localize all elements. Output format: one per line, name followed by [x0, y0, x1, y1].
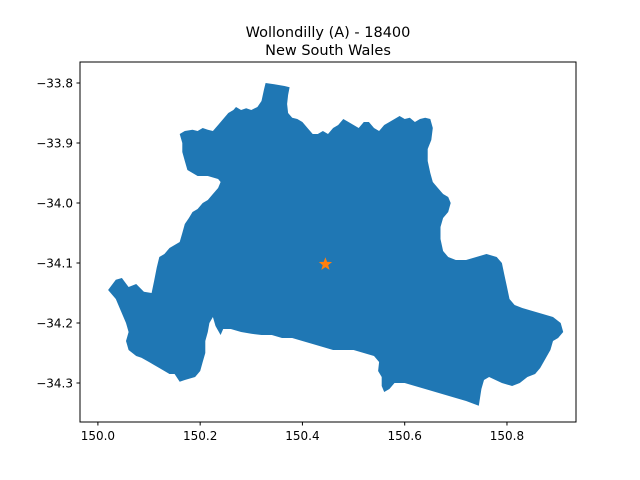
x-tick-label: 150.0 — [81, 429, 115, 443]
x-tick-label: 150.2 — [183, 429, 217, 443]
title-line-2: New South Wales — [265, 43, 391, 59]
centroid-star — [318, 257, 333, 270]
y-tick-label: −33.9 — [36, 137, 73, 151]
region-polygon — [108, 83, 564, 406]
y-tick-label: −34.2 — [36, 317, 73, 331]
centroid-star-marker — [318, 257, 333, 270]
x-tick-label: 150.6 — [388, 429, 422, 443]
axes-frame — [79, 61, 577, 423]
title-line-1: Wollondilly (A) - 18400 — [246, 25, 411, 41]
x-axis-ticks: 150.0 150.2 150.4 150.6 150.8 — [81, 422, 524, 443]
x-tick-label: 150.4 — [285, 429, 319, 443]
y-axis-ticks: −33.8 −33.9 −34.0 −34.1 −34.2 −34.3 — [36, 77, 80, 391]
y-tick-label: −34.1 — [36, 257, 73, 271]
plot-area — [108, 83, 564, 406]
x-tick-label: 150.8 — [490, 429, 524, 443]
y-tick-label: −34.3 — [36, 377, 73, 391]
y-tick-label: −33.8 — [36, 77, 73, 91]
y-tick-label: −34.0 — [36, 197, 73, 211]
